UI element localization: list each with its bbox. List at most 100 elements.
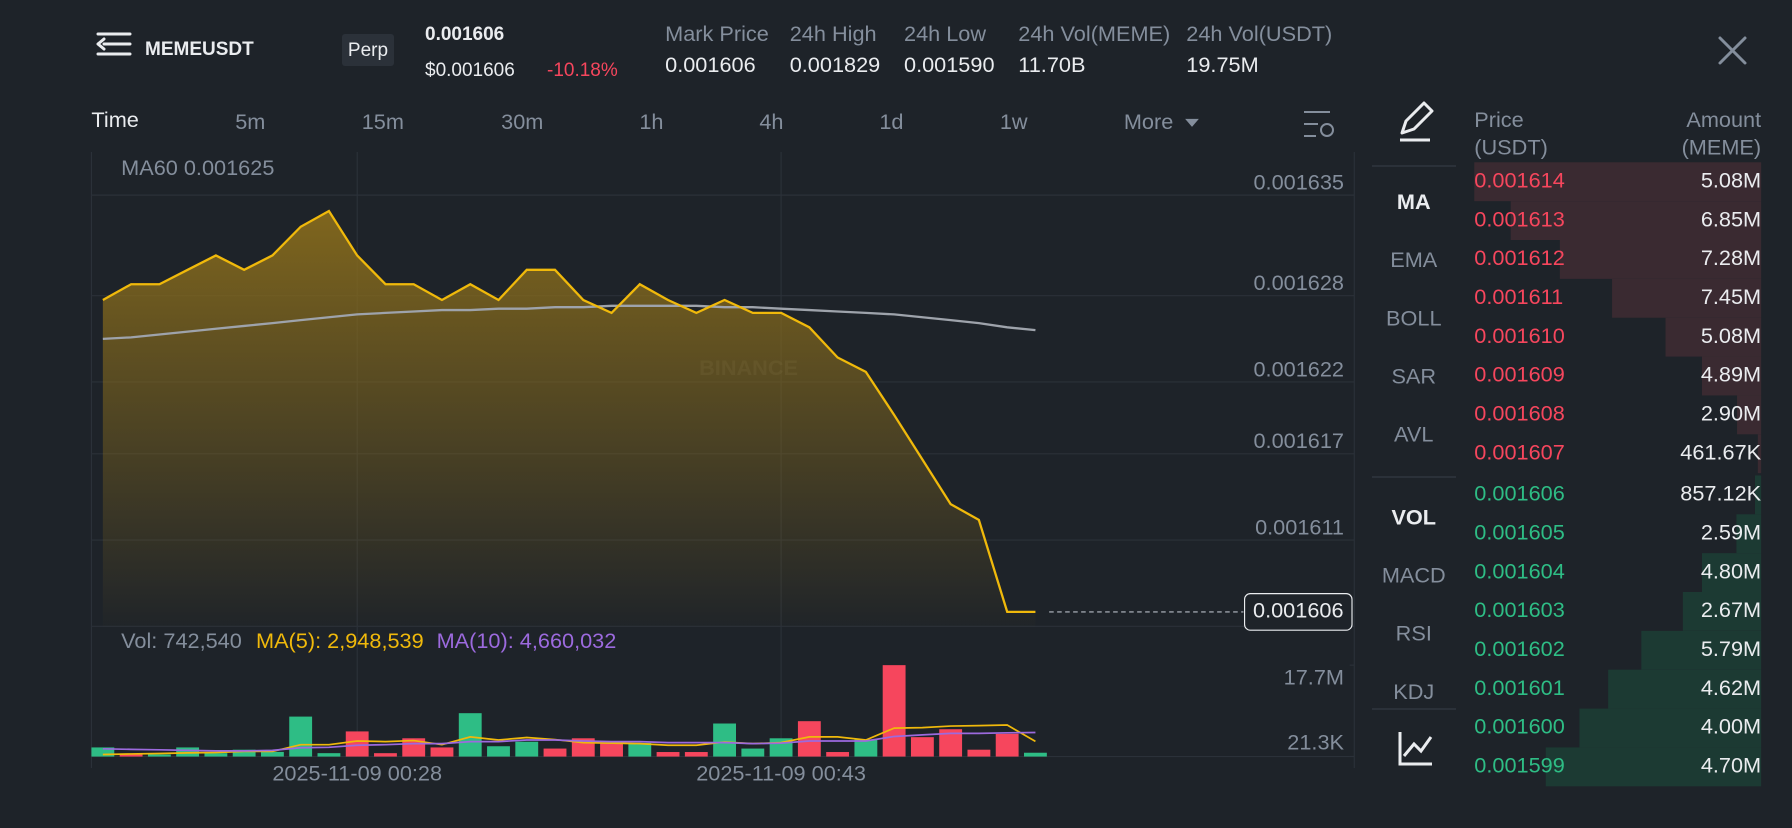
timeframe-tab[interactable]: Time bbox=[91, 107, 138, 132]
ob-price[interactable]: 0.001603 bbox=[1474, 597, 1565, 622]
indicator-icon[interactable] bbox=[1398, 732, 1433, 766]
ob-amount: 857.12K bbox=[1680, 481, 1761, 506]
stat-value: 11.70B bbox=[1018, 52, 1085, 77]
stat-label: 24h Low bbox=[904, 21, 986, 46]
indicator-tab[interactable]: KDJ bbox=[1393, 679, 1434, 704]
menu-icon[interactable] bbox=[96, 32, 132, 56]
volume-bar bbox=[147, 754, 171, 757]
indicator-tab[interactable]: EMA bbox=[1390, 247, 1438, 272]
stat-label: 24h Vol(USDT) bbox=[1186, 21, 1332, 46]
ob-price[interactable]: 0.001614 bbox=[1474, 167, 1565, 192]
y-tick-label: 0.001635 bbox=[1253, 169, 1344, 194]
indicator-tab[interactable]: RSI bbox=[1396, 621, 1432, 646]
content: Mark Price 0.001606 24h High 0.001829 24h Lo… bbox=[90, 21, 1762, 787]
depth-bar bbox=[1612, 278, 1762, 318]
last-price: 0.001606 bbox=[425, 24, 504, 45]
timeframe-tab[interactable]: 15m bbox=[362, 109, 404, 134]
indicator-tab[interactable]: MACD bbox=[1382, 563, 1446, 588]
volume-bar bbox=[176, 747, 200, 757]
ob-amount: 4.80M bbox=[1701, 558, 1761, 583]
ob-amount: 4.62M bbox=[1701, 675, 1761, 700]
ob-price[interactable]: 0.001605 bbox=[1474, 519, 1565, 544]
ob-amount: 4.89M bbox=[1701, 362, 1761, 387]
ob-price[interactable]: 0.001606 bbox=[1474, 481, 1565, 506]
x-tick-label: 2025-11-09 00:43 bbox=[696, 761, 866, 786]
last-price-tag bbox=[1244, 593, 1353, 631]
indicator-tab[interactable]: MA bbox=[1397, 189, 1431, 214]
stat-value: 0.001829 bbox=[790, 52, 881, 77]
volume-legend: Vol: 742,540 bbox=[121, 628, 242, 653]
ma60-line bbox=[102, 304, 1036, 340]
ob-header: Amount bbox=[1686, 107, 1761, 132]
ob-price[interactable]: 0.001611 bbox=[1474, 284, 1563, 309]
depth-bar bbox=[1701, 356, 1762, 396]
price-line bbox=[102, 209, 1036, 614]
y-tick-label: 0.001617 bbox=[1253, 428, 1344, 453]
ob-amount: 4.00M bbox=[1701, 714, 1761, 739]
chart-settings-icon[interactable] bbox=[1304, 111, 1334, 137]
depth-bar bbox=[1682, 592, 1762, 631]
dropdown-arrow bbox=[1185, 118, 1199, 127]
timeframe-tab[interactable]: 5m bbox=[235, 109, 265, 134]
timeframe-tab[interactable]: 1d bbox=[879, 109, 903, 134]
y-tick-label: 17.7M bbox=[1284, 665, 1344, 690]
ob-price[interactable]: 0.001610 bbox=[1474, 323, 1565, 348]
ob-price[interactable]: 0.001600 bbox=[1474, 714, 1565, 739]
depth-bar bbox=[1579, 708, 1762, 748]
volume-bar bbox=[939, 729, 963, 757]
ob-header: Price bbox=[1474, 107, 1523, 132]
volume-bar bbox=[995, 733, 1019, 757]
badge-bg bbox=[342, 34, 394, 66]
stat-value: 19.75M bbox=[1186, 52, 1258, 77]
ob-price[interactable]: 0.001612 bbox=[1474, 245, 1565, 270]
depth-bar bbox=[1641, 630, 1762, 670]
volume-bar bbox=[600, 742, 623, 757]
indicator-tab[interactable]: AVL bbox=[1394, 421, 1433, 446]
volume-bar bbox=[374, 753, 397, 757]
volume-bar bbox=[232, 749, 256, 757]
stat-value: 0.001590 bbox=[904, 52, 995, 77]
y-tick-label: 0.001622 bbox=[1253, 356, 1344, 381]
volume-bar bbox=[826, 752, 850, 757]
timeframe-tab[interactable]: 1w bbox=[1000, 109, 1028, 134]
ob-amount: 461.67K bbox=[1680, 439, 1761, 464]
y-tick-label: 0.001628 bbox=[1253, 270, 1344, 295]
symbol[interactable]: MEMEUSDT bbox=[145, 39, 254, 60]
last-price-label: 0.001606 bbox=[1253, 598, 1344, 623]
close-icon[interactable] bbox=[1718, 36, 1747, 65]
ob-price[interactable]: 0.001599 bbox=[1474, 753, 1565, 778]
timeframe-tab[interactable]: More bbox=[1124, 109, 1173, 134]
volume-bar bbox=[458, 713, 482, 757]
volume-legend: MA(10): 4,660,032 bbox=[437, 628, 617, 653]
ob-price[interactable]: 0.001604 bbox=[1474, 558, 1565, 583]
volume-bar bbox=[741, 748, 765, 757]
ob-price[interactable]: 0.001601 bbox=[1474, 675, 1565, 700]
timeframe-tab[interactable]: 30m bbox=[501, 109, 543, 134]
ob-price[interactable]: 0.001607 bbox=[1474, 439, 1565, 464]
volume-bar bbox=[713, 723, 737, 757]
ob-amount: 2.90M bbox=[1701, 401, 1761, 426]
indicator-tab[interactable]: BOLL bbox=[1386, 305, 1442, 330]
ob-price[interactable]: 0.001602 bbox=[1474, 636, 1565, 661]
ob-price[interactable]: 0.001613 bbox=[1474, 206, 1565, 231]
depth-bar bbox=[1545, 747, 1762, 787]
volume-bar bbox=[967, 749, 991, 757]
volume-bar bbox=[854, 739, 878, 757]
depth-bar bbox=[1701, 553, 1762, 592]
timeframe-tab[interactable]: 1h bbox=[639, 109, 663, 134]
price-usd: $0.001606 bbox=[425, 60, 515, 81]
ob-amount: 2.59M bbox=[1701, 519, 1761, 544]
volume-bar bbox=[684, 752, 708, 757]
ob-price[interactable]: 0.001609 bbox=[1474, 362, 1565, 387]
depth-bar bbox=[1665, 317, 1762, 357]
volume-bar bbox=[91, 747, 115, 757]
indicator-tab[interactable]: VOL bbox=[1391, 505, 1436, 530]
ob-amount: 4.70M bbox=[1701, 753, 1761, 778]
ob-price[interactable]: 0.001608 bbox=[1474, 401, 1565, 426]
indicator-tab[interactable]: SAR bbox=[1391, 363, 1436, 388]
timeframe-tab[interactable]: 4h bbox=[759, 109, 783, 134]
draw-icon[interactable] bbox=[1400, 101, 1434, 142]
ob-amount: 5.79M bbox=[1701, 636, 1761, 661]
depth-bar bbox=[1510, 201, 1762, 241]
